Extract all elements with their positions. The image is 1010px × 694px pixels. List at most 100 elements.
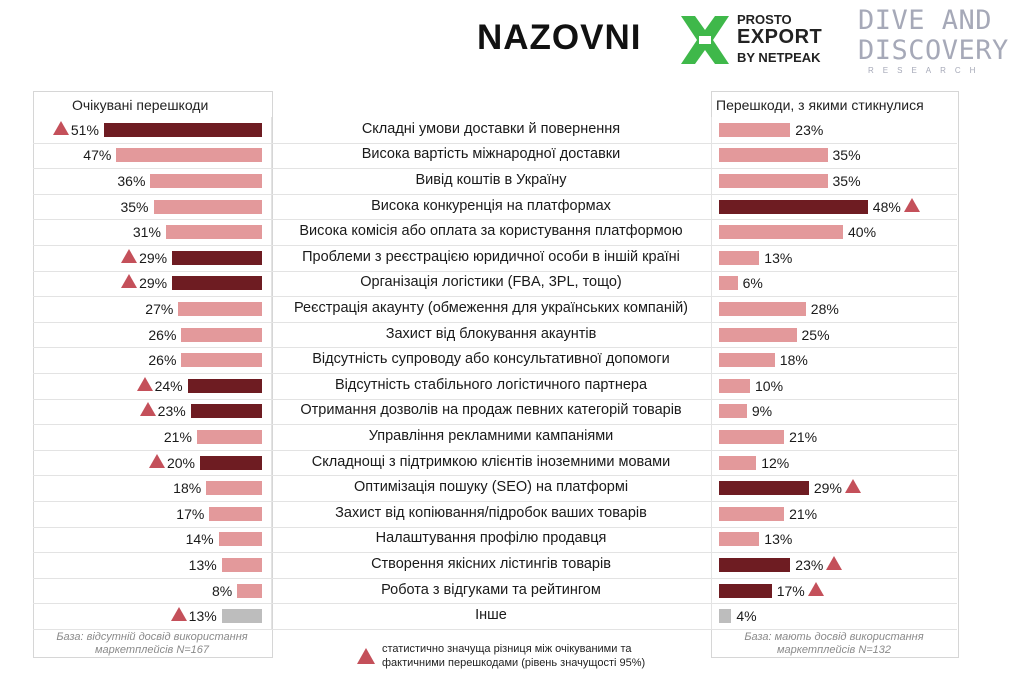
row-divider [33,449,957,451]
category-label: Інше [475,607,507,624]
actual-value-label: 10% [755,377,784,394]
expected-value-label: 13% [188,608,217,625]
expected-bar [187,378,262,393]
significance-marker-icon [807,581,824,596]
actual-bar [719,506,785,521]
expected-value-label: 8% [211,582,233,599]
expected-value-label: 35% [120,198,149,215]
expected-value-label: 14% [185,531,214,548]
actual-bar [719,532,760,547]
expected-bar [190,404,262,419]
prosto-logo-line3: BY NETPEAK [737,50,821,65]
actual-value-label: 13% [764,249,793,266]
expected-bar [153,199,262,214]
expected-value-label: 26% [148,326,177,343]
actual-bar [719,302,806,316]
expected-value-label: 29% [139,249,168,266]
expected-bar [178,302,262,316]
actual-value-label: 35% [832,147,861,164]
row-divider [33,193,957,195]
expected-value-label: 17% [176,505,205,522]
expected-bar [209,506,262,521]
category-label: Проблеми з реєстрацією юридичної особи в… [302,248,680,265]
expected-bar [200,455,262,470]
legend-note: статистично значуща різниця між очікуван… [382,643,646,669]
expected-bar [221,609,262,624]
actual-value-label: 35% [832,173,861,189]
category-label: Організація логістики (FBA, 3PL, тощо) [360,274,622,291]
expected-bar [116,148,262,163]
actual-bar [719,174,828,188]
dive-logo-line3: RESEARCH [868,66,985,75]
actual-bar [719,225,843,240]
significance-marker-icon [136,376,153,391]
logo-bar: NAZOVNI PROSTO EXPORT BY NETPEAK DIVE AN… [0,0,1010,90]
category-label: Захист від копіювання/підробок ваших тов… [335,504,647,521]
actual-bar [719,276,738,291]
expected-value-label: 47% [83,147,112,164]
prosto-logo-line1: PROSTO [737,12,792,27]
actual-bar [719,327,797,342]
dive-and-discovery-logo: DIVE AND DISCOVERY RESEARCH [858,6,1008,76]
expected-bar [172,250,262,265]
actual-value-label: 4% [736,608,757,625]
actual-bar [719,148,828,163]
prosto-export-logo: PROSTO EXPORT BY NETPEAK [677,12,847,68]
actual-value-label: 21% [789,429,818,445]
actual-value-label: 17% [776,582,805,599]
actual-bar [719,481,809,496]
actual-value-label: 9% [751,403,773,420]
left-base-note: База: відсутній досвід використання марк… [56,631,248,656]
actual-value-label: 13% [764,531,793,548]
expected-bar [221,558,262,572]
expected-bar [206,481,262,496]
category-label: Висока конкуренція на платформах [371,197,611,214]
actual-bar [719,583,772,598]
row-divider [33,603,957,605]
category-label: Оптимізація пошуку (SEO) на платформі [353,479,629,496]
significance-marker-icon [52,120,69,135]
expected-value-label: 31% [132,224,161,241]
row-divider [33,373,957,374]
nazovni-logo: NAZOVNI [477,18,642,57]
expected-bar [218,532,262,547]
category-label: Відсутність стабільного логістичного пар… [334,376,648,393]
actual-bar [719,199,868,214]
category-label: Реєстрація акаунту (обмеження для україн… [294,300,688,316]
category-label: Управління рекламними кампаніями [368,428,614,444]
expected-bar [165,225,262,240]
row-divider [33,245,957,246]
expected-value-label: 21% [163,429,192,445]
row-divider [33,577,957,579]
expected-value-label: 13% [188,557,217,573]
expected-value-label: 27% [145,301,174,317]
expected-value-label: 24% [154,377,183,394]
category-label: Налаштування профілю продавця [375,530,607,547]
expected-bar [172,276,262,291]
expected-value-label: 18% [173,480,202,497]
expected-value-label: 23% [157,403,186,420]
category-label: Складні умови доставки й повернення [361,120,621,137]
actual-bar [719,430,785,444]
significance-marker-icon [149,453,165,468]
expected-bar [237,583,262,598]
row-divider [33,270,957,272]
row-divider [33,219,957,221]
expected-value-label: 29% [139,275,168,292]
row-divider [33,424,957,426]
actual-bar [719,122,791,137]
prosto-x-icon [681,16,729,64]
actual-bar [719,558,791,572]
actual-bar [719,455,757,470]
actual-bar [719,250,760,265]
row-divider [33,296,957,298]
category-label: Захист від блокування акаунтів [385,325,597,342]
actual-value-label: 40% [848,224,877,241]
expected-value-label: 20% [166,454,195,471]
actual-bar [719,404,747,419]
significance-marker-icon [903,197,920,212]
row-divider [33,552,957,554]
significance-marker-icon [357,648,375,664]
expected-bar [150,174,262,188]
category-label: Створення якісних лістингів товарів [371,556,611,572]
